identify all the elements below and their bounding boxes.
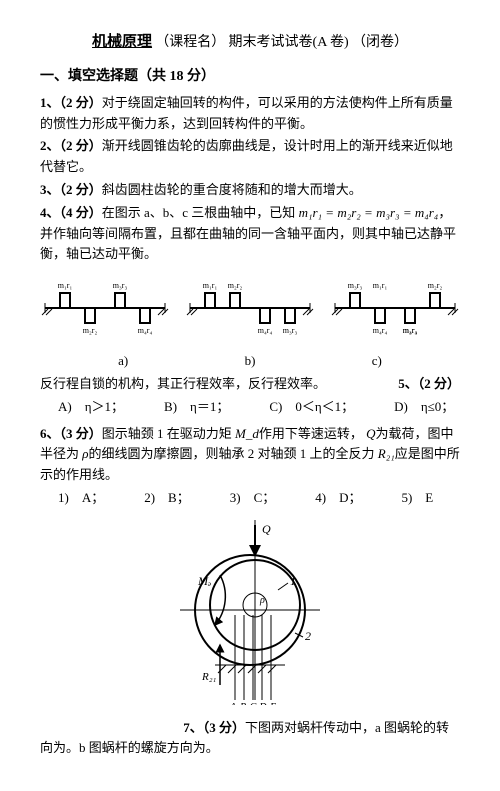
q6-md: M_d [235, 426, 259, 441]
question-6: 6、（3 分）图示轴颈 1 在驱动力矩 M_d作用下等速运转， Q为载荷，图中半… [40, 424, 460, 486]
svg-text:m₂r₂: m₂r₂ [83, 326, 98, 335]
q1-num: 1、（2 分） [40, 95, 102, 110]
q5-d: D) η≤0； [394, 397, 454, 418]
q6-c1: 1) A； [58, 488, 104, 509]
svg-text:m₃r₃: m₃r₃ [403, 326, 418, 335]
svg-text:m₄r₄: m₄r₄ [258, 326, 273, 335]
svg-text:D: D [258, 702, 267, 705]
q1-text: 对于绕固定轴回转的构件，可以采用的方法使构件上所有质量的惯性力形成平衡力系，达到… [40, 95, 453, 131]
question-5: 5、（2 分） 反行程自锁的机构，其正行程效率，反行程效率。 [40, 374, 460, 395]
svg-text:m₂r₂: m₂r₂ [228, 281, 243, 290]
svg-text:m₄r₄: m₄r₄ [138, 326, 153, 335]
svg-text:B: B [240, 702, 246, 705]
q6-ta: 图示轴颈 1 在驱动力矩 [102, 426, 232, 441]
svg-text:ρ: ρ [259, 595, 265, 606]
question-7: 7、（3 分）下图两对蜗杆传动中，a 图蜗轮的转向为。b 图蜗杆的螺旋方向为。 [40, 718, 460, 760]
q6-c3: 3) C； [230, 488, 276, 509]
q5-c: C) 0＜η＜1； [269, 397, 354, 418]
svg-text:m₁r₁: m₁r₁ [203, 281, 218, 290]
exam-name: 期末考试试卷(A 卷) [229, 35, 349, 50]
course-name: 机械原理 [92, 34, 152, 50]
svg-text:1: 1 [290, 574, 296, 588]
svg-text:m₃r₃: m₃r₃ [113, 281, 128, 290]
q5-num: 5、（2 分） [398, 376, 460, 391]
svg-text:E: E [269, 702, 276, 705]
question-3: 3、（2 分）斜齿圆柱齿轮的重合度将随和的增大而增大。 [40, 180, 460, 201]
label-c: c) [372, 351, 382, 372]
q2-num: 2、（2 分） [40, 138, 102, 153]
q5-lead: 反行程自锁的机构，其正行程效率，反行程效率。 [40, 376, 326, 391]
q6-r21: R₂₁ [378, 446, 395, 461]
q2-text: 渐开线圆锥齿轮的齿廓曲线是，设计时用上的渐开线来近似地代替它。 [40, 138, 453, 174]
section-heading: 一、填空选择题（共 18 分） [40, 66, 460, 88]
q6-c2: 2) B； [144, 488, 190, 509]
q7-num: 7、（3 分） [183, 720, 245, 735]
svg-text:Q: Q [262, 522, 271, 536]
q5-b: B) η＝1； [164, 397, 229, 418]
course-label: （课程名） [155, 35, 225, 50]
svg-text:m₃r₃: m₃r₃ [348, 281, 363, 290]
svg-text:2: 2 [305, 629, 311, 643]
question-4: 4、（4 分）在图示 a、b、c 三根曲轴中，已知 m₁r₁ = m₂r₂ = … [40, 203, 460, 265]
q3-text: 斜齿圆柱齿轮的重合度将随和的增大而增大。 [102, 182, 362, 197]
q4-eq: m₁r₁ = m₂r₂ = m₃r₃ = m₄r₄ [299, 205, 439, 220]
q6-tb: 作用下等速运转， [259, 426, 363, 441]
q6-q: Q [366, 426, 375, 441]
svg-text:Mₔ: Mₔ [197, 574, 211, 588]
shaft-sublabels: a) b) c) [60, 351, 440, 372]
q6-num: 6、（3 分） [40, 426, 102, 441]
q6-c5: 5) E [401, 488, 433, 509]
q4-num: 4、（4 分） [40, 205, 102, 220]
svg-text:m₁r₁: m₁r₁ [58, 281, 73, 290]
q3-num: 3、（2 分） [40, 182, 102, 197]
exam-mode: （闭卷） [352, 35, 408, 50]
question-1: 1、（2 分）对于绕固定轴回转的构件，可以采用的方法使构件上所有质量的惯性力形成… [40, 93, 460, 135]
shaft-diagram: m₁r₁ m₃r₃ m₂r₂ m₄r₄ m₁r₁ m₂r₂ m₄r₄ m₃r₃ [40, 273, 460, 343]
question-2: 2、（2 分）渐开线圆锥齿轮的齿廓曲线是，设计时用上的渐开线来近似地代替它。 [40, 136, 460, 178]
svg-text:C: C [250, 702, 257, 705]
q6-c4: 4) D； [315, 488, 361, 509]
q6-td: 的细线圆为摩擦圆，则轴承 2 对轴颈 1 上的全反力 [89, 446, 375, 461]
label-a: a) [118, 351, 128, 372]
svg-text:m₂r₂: m₂r₂ [428, 281, 443, 290]
q5-choices: A) η＞1； B) η＝1； C) 0＜η＜1； D) η≤0； [58, 397, 460, 418]
label-b: b) [245, 351, 256, 372]
q4-text-a: 在图示 a、b、c 三根曲轴中，已知 [102, 205, 296, 220]
svg-text:R₂₁: R₂₁ [201, 671, 217, 683]
q7-text: 下图两对蜗杆传动中，a 图蜗轮的转向为。b 图蜗杆的螺旋方向为。 [40, 720, 449, 756]
friction-circle-diagram: Q Mₔ 1 2 ρ R₂₁ A B C D E [40, 515, 460, 712]
svg-text:A: A [229, 702, 237, 705]
svg-text:m₃r₃: m₃r₃ [283, 326, 298, 335]
page-title: 机械原理 （课程名） 期末考试试卷(A 卷) （闭卷） [40, 30, 460, 54]
svg-text:m₁r₁: m₁r₁ [373, 281, 388, 290]
q5-a: A) η＞1； [58, 397, 124, 418]
q6-choices: 1) A； 2) B； 3) C； 4) D； 5) E [58, 488, 460, 509]
svg-text:m₄r₄: m₄r₄ [373, 326, 388, 335]
